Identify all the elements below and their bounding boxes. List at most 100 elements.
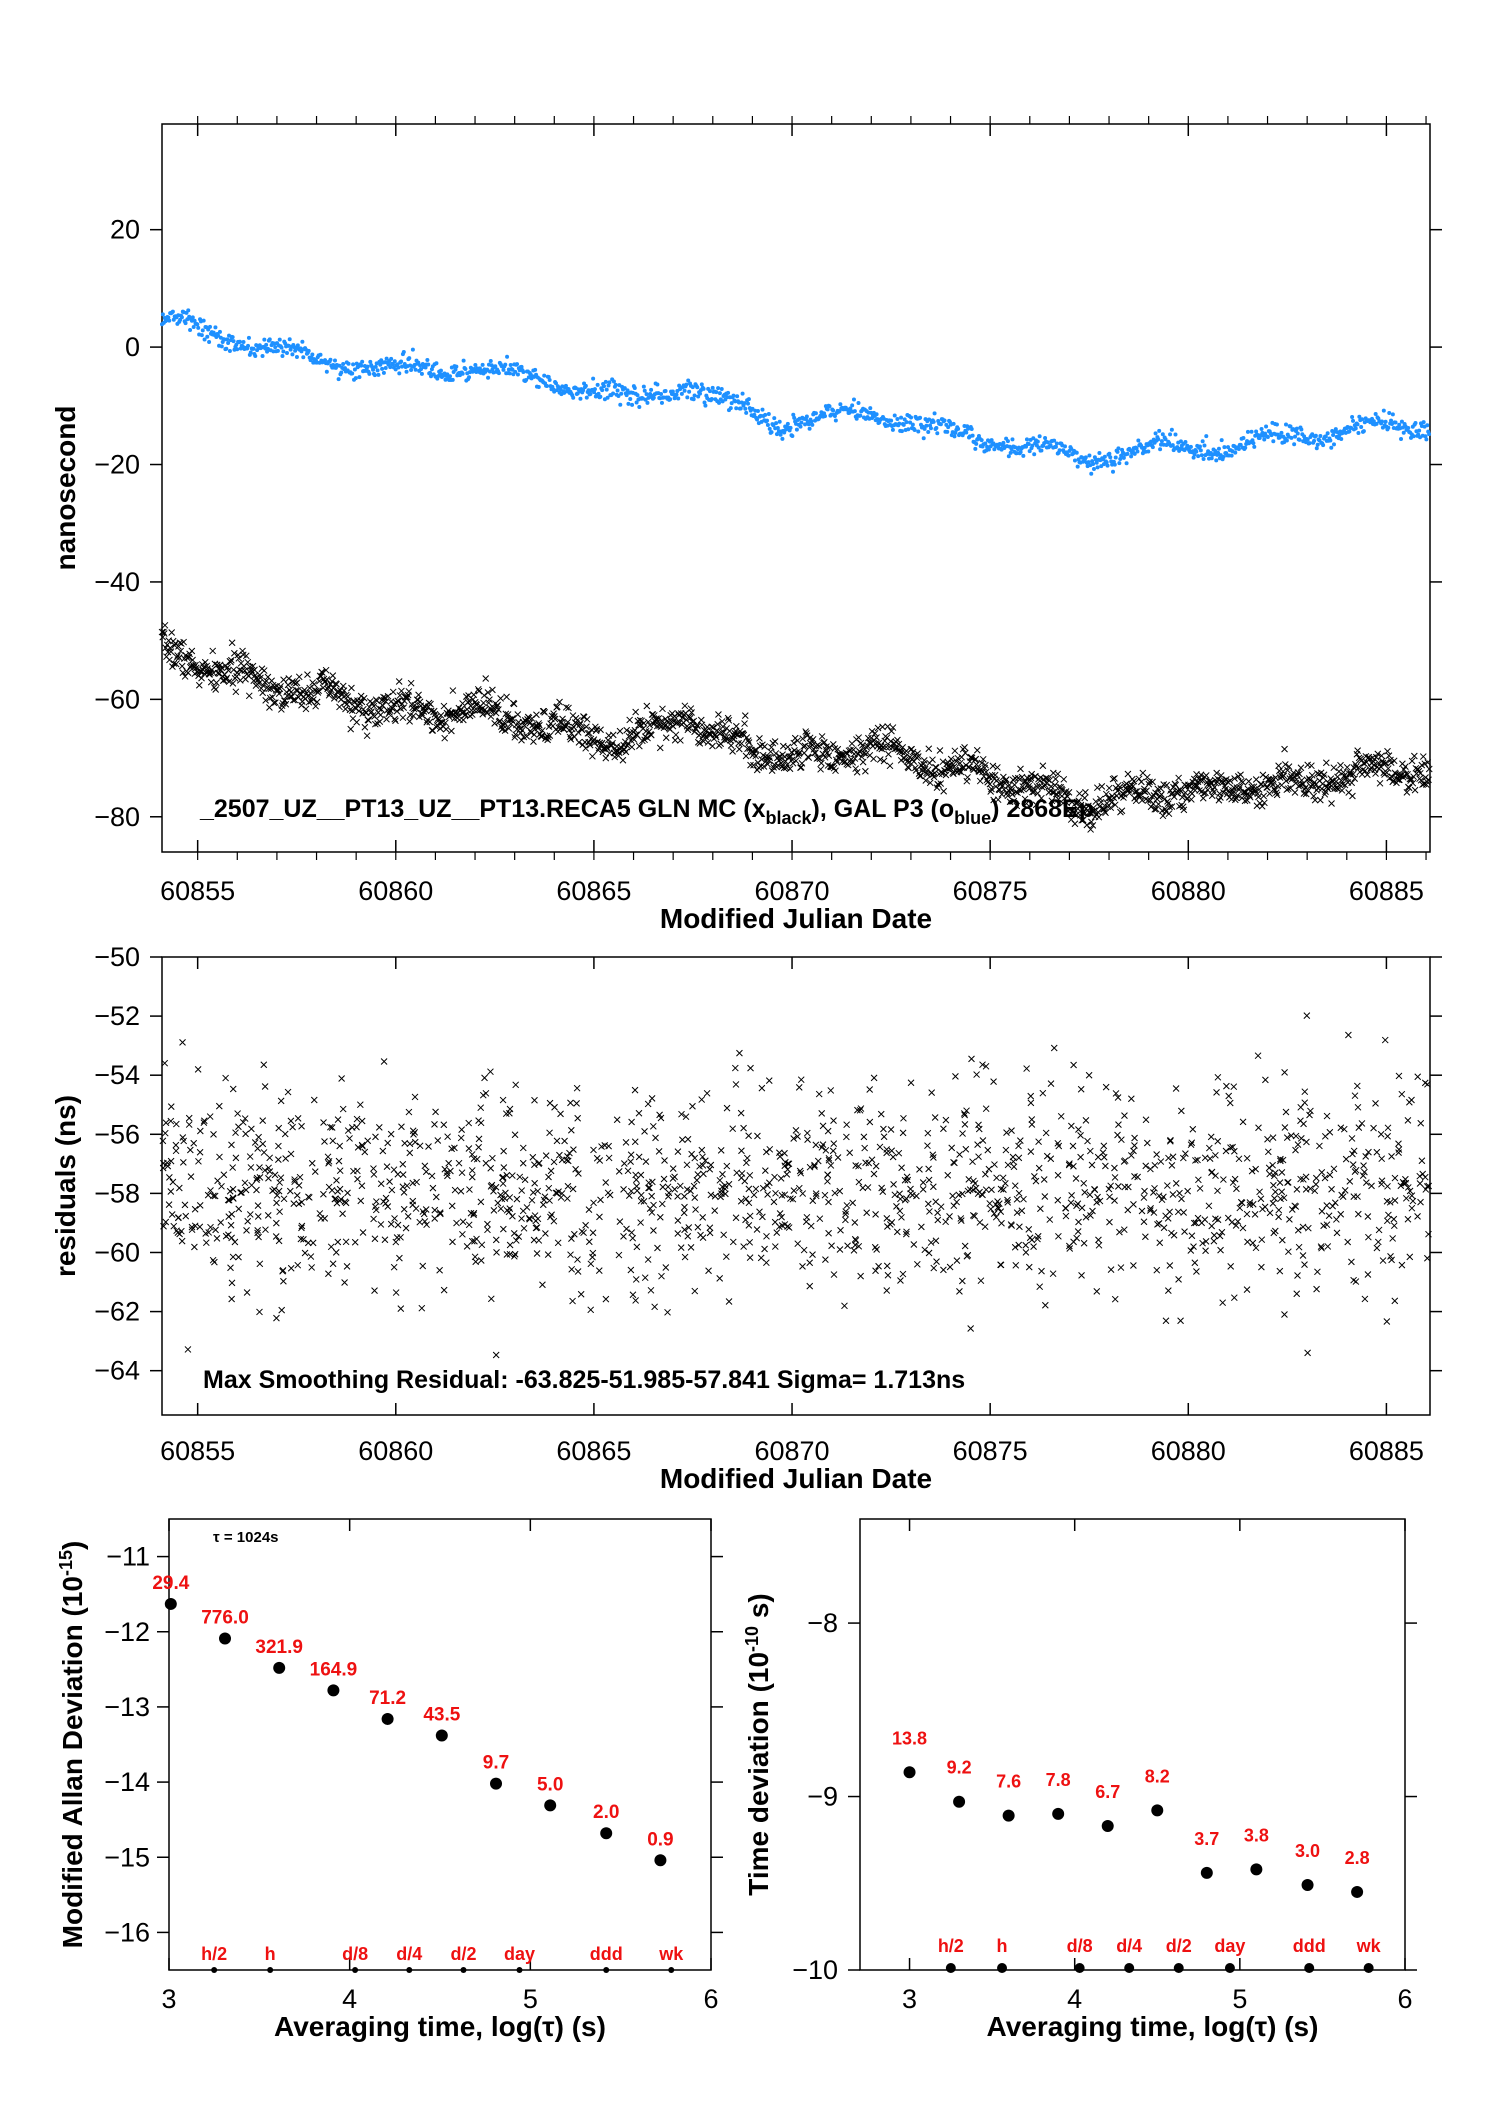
data-point bbox=[664, 1183, 672, 1191]
data-point bbox=[545, 1184, 553, 1192]
data-point bbox=[357, 375, 362, 380]
data-point bbox=[1149, 778, 1156, 786]
data-point bbox=[383, 1163, 391, 1171]
data-point bbox=[1280, 772, 1288, 780]
data-point bbox=[871, 730, 879, 737]
data-point bbox=[371, 1235, 379, 1243]
data-point bbox=[1263, 431, 1268, 436]
data-point bbox=[468, 1173, 476, 1181]
data-point bbox=[1129, 454, 1134, 459]
data-point bbox=[436, 1209, 444, 1216]
data-point bbox=[1325, 431, 1330, 436]
data-point bbox=[873, 1246, 881, 1253]
data-point bbox=[893, 1228, 901, 1236]
data-point bbox=[752, 412, 757, 417]
data-point bbox=[409, 368, 414, 373]
data-point bbox=[244, 1217, 252, 1225]
data-point bbox=[467, 375, 472, 380]
data-point bbox=[1167, 441, 1172, 446]
data-point bbox=[830, 1117, 837, 1125]
data-point bbox=[624, 1167, 632, 1175]
data-point bbox=[632, 708, 639, 716]
data-point bbox=[1323, 1202, 1331, 1209]
data-point bbox=[765, 1077, 773, 1084]
data-point bbox=[482, 1089, 490, 1097]
data-point bbox=[400, 1189, 408, 1196]
data-point bbox=[1037, 1205, 1044, 1213]
data-point bbox=[934, 426, 939, 431]
data-point bbox=[576, 721, 584, 729]
data-point bbox=[855, 734, 863, 741]
data-point bbox=[637, 1191, 645, 1199]
data-point bbox=[1241, 797, 1249, 805]
data-point bbox=[1235, 1155, 1243, 1163]
data-point bbox=[422, 1168, 430, 1176]
data-point bbox=[1165, 1154, 1172, 1162]
data-point bbox=[236, 666, 243, 674]
data-point bbox=[604, 1189, 612, 1197]
data-point bbox=[641, 384, 646, 389]
data-point bbox=[448, 1145, 456, 1153]
data-point bbox=[681, 1253, 689, 1261]
data-point bbox=[1311, 796, 1319, 804]
data-point bbox=[1378, 1155, 1386, 1163]
data-point bbox=[806, 1259, 814, 1267]
x-axis-label: Modified Julian Date bbox=[660, 903, 932, 934]
data-point bbox=[836, 1187, 844, 1195]
data-point bbox=[1095, 1236, 1102, 1244]
data-point bbox=[227, 1221, 235, 1229]
data-point bbox=[903, 747, 910, 755]
data-point bbox=[1022, 1241, 1030, 1249]
data-point bbox=[651, 1303, 659, 1311]
data-point bbox=[355, 707, 363, 715]
data-point bbox=[1026, 441, 1031, 446]
data-point bbox=[703, 403, 708, 408]
data-point bbox=[859, 1184, 867, 1192]
data-point bbox=[344, 1127, 352, 1134]
data-point bbox=[931, 419, 936, 424]
data-point bbox=[702, 400, 707, 405]
data-point bbox=[406, 717, 413, 725]
data-point bbox=[1258, 1263, 1265, 1271]
data-point bbox=[1095, 813, 1103, 821]
data-point bbox=[1370, 1124, 1377, 1132]
data-point bbox=[266, 1168, 274, 1175]
data-point bbox=[1135, 449, 1140, 454]
data-point bbox=[1078, 1272, 1085, 1279]
data-point bbox=[1158, 447, 1163, 452]
phase-plot-panel: 60855 60860 60865 60870 60875 60880 60885200−2… bbox=[50, 116, 1442, 934]
data-point bbox=[284, 350, 289, 355]
data-point bbox=[520, 1224, 528, 1232]
data-point bbox=[167, 1103, 175, 1110]
data-point bbox=[404, 369, 409, 374]
data-point bbox=[1275, 1206, 1283, 1214]
data-point bbox=[821, 1191, 829, 1199]
data-point bbox=[422, 707, 430, 714]
data-point bbox=[161, 621, 169, 629]
data-point bbox=[459, 700, 466, 707]
data-point bbox=[814, 1157, 822, 1165]
data-point bbox=[763, 412, 768, 417]
data-point bbox=[1023, 1065, 1030, 1072]
data-point bbox=[206, 1113, 214, 1120]
data-point bbox=[371, 367, 376, 372]
data-point bbox=[232, 1129, 239, 1137]
data-point bbox=[1065, 1161, 1073, 1169]
data-point bbox=[1166, 803, 1174, 811]
data-point bbox=[686, 714, 694, 722]
tau-marker bbox=[352, 1967, 359, 1973]
data-point bbox=[1008, 791, 1016, 798]
data-point bbox=[186, 308, 191, 313]
data-point bbox=[448, 374, 453, 379]
data-point bbox=[1008, 1127, 1015, 1134]
data-point bbox=[914, 753, 922, 760]
data-point bbox=[1105, 463, 1110, 468]
data-point bbox=[907, 1190, 915, 1197]
plot-frame bbox=[168, 1518, 712, 1971]
data-point bbox=[1077, 1085, 1085, 1093]
data-point bbox=[264, 342, 269, 347]
data-point bbox=[463, 1242, 471, 1250]
data-point bbox=[1219, 438, 1224, 443]
data-point bbox=[852, 765, 860, 773]
data-point bbox=[1349, 792, 1356, 800]
